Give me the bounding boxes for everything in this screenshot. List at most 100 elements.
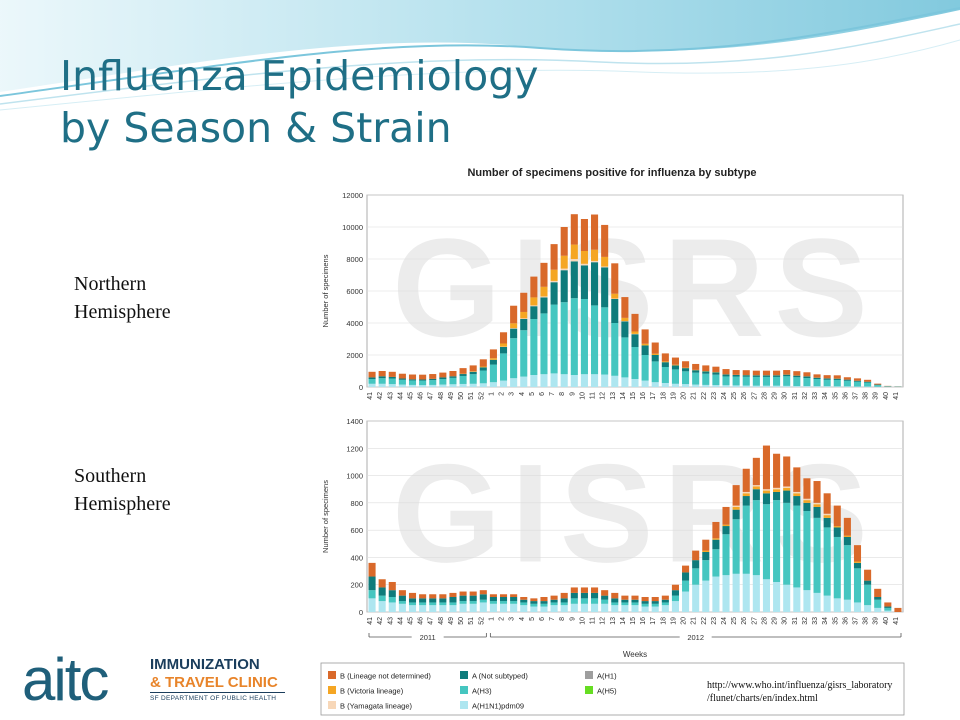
logo-text-sfdph: SF DEPARTMENT OF PUBLIC HEALTH [150,695,277,702]
bar-segment [722,526,730,535]
bar-segment [823,375,831,379]
bar-segment [398,603,406,612]
bar-segment [641,355,649,381]
bar-segment [479,599,487,603]
legend-label: A(H3) [472,687,492,696]
bar-segment [469,595,477,602]
bar-segment [631,334,639,347]
bar-segment [388,596,396,603]
watermark-1: GISRS [392,209,878,366]
y-axis-label: Number of specimens [321,254,330,327]
bar-segment [388,378,396,385]
bar-segment [408,602,417,606]
bar-segment [803,502,811,512]
bar-segment [570,244,578,259]
bar-segment [783,584,791,612]
bar-segment [651,355,659,362]
bar-segment [550,244,558,270]
bar-segment [580,251,588,264]
bar-segment [520,605,528,612]
x-tick-label: 51 [468,392,475,400]
bar-segment [833,536,841,599]
bar-segment [530,305,538,307]
bar-segment [368,576,376,591]
flunet-chart-panel: Number of specimens positive for influen… [320,157,905,717]
bar-segment [368,562,376,577]
bar-segment [651,361,659,383]
bar-segment [752,486,760,490]
bar-segment [702,550,710,552]
bar-segment [591,592,599,599]
bar-segment [752,370,760,376]
x-tick-label: 5 [529,392,536,396]
bar-segment [661,362,669,367]
bar-segment [843,377,851,380]
bar-segment [843,545,851,600]
bar-segment [651,603,659,607]
bar-segment [530,603,538,607]
bar-segment [722,369,730,375]
bar-segment [621,321,629,338]
bar-segment [752,385,760,387]
bar-segment [570,375,578,387]
bar-segment [823,379,831,387]
bar-segment [439,379,447,385]
southern-label-line2: Hemisphere [74,493,171,515]
bar-segment [853,568,862,603]
bar-segment [591,249,599,261]
legend-label: A(H1) [597,672,617,681]
legend-swatch [460,686,468,694]
bar-segment [874,588,882,597]
bar-segment [560,605,568,612]
bar-segment [702,384,710,387]
bar-segment [398,379,406,385]
x-tick-label: 30 [782,392,789,400]
x-tick-label: 6 [539,617,546,621]
bar-segment [671,590,679,596]
bar-segment [641,345,649,355]
legend-label: B (Lineage not determined) [340,672,431,681]
bar-segment [570,603,578,612]
x-tick-label: 10 [579,617,586,625]
bar-segment [378,371,386,377]
x-tick-label: 3 [509,617,516,621]
bar-segment [762,489,771,491]
bar-segment [540,606,548,612]
bar-segment [520,602,528,606]
bar-segment [530,297,538,306]
year-label-bg [679,631,712,643]
wave-line-2 [0,23,960,105]
bar-segment [621,377,629,387]
bar-segment [489,382,497,387]
x-tick-label: 25 [731,392,738,400]
legend-label: B (Victoria lineage) [340,687,404,696]
bar-segment [570,592,578,599]
x-tick-label: 23 [711,617,718,625]
x-tick-label: 43 [387,617,394,625]
x-tick-label: 41 [367,392,374,400]
bar-segment [793,386,801,387]
bar-segment [439,594,447,599]
bar-segment [864,569,872,581]
logo-divider [150,692,285,693]
bar-segment [520,596,528,600]
bar-segment [843,386,851,387]
bar-segment [479,590,487,595]
bar-segment [459,603,467,612]
bar-segment [510,378,518,387]
x-tick-label: 33 [812,392,819,400]
bar-segment [510,603,518,612]
bar-segment [864,381,872,383]
x-tick-label: 46 [418,617,425,625]
bar-segment [752,575,760,612]
y-tick-label: 6000 [346,287,363,296]
bar-segment [702,539,710,551]
bar-segment [742,376,750,386]
x-tick-label: 28 [761,392,768,400]
bar-segment [773,581,781,612]
bar-segment [611,293,619,299]
x-tick-label: 22 [701,392,708,400]
bar-segment [419,598,427,603]
bar-segment [499,596,508,602]
bar-segment [793,587,801,612]
